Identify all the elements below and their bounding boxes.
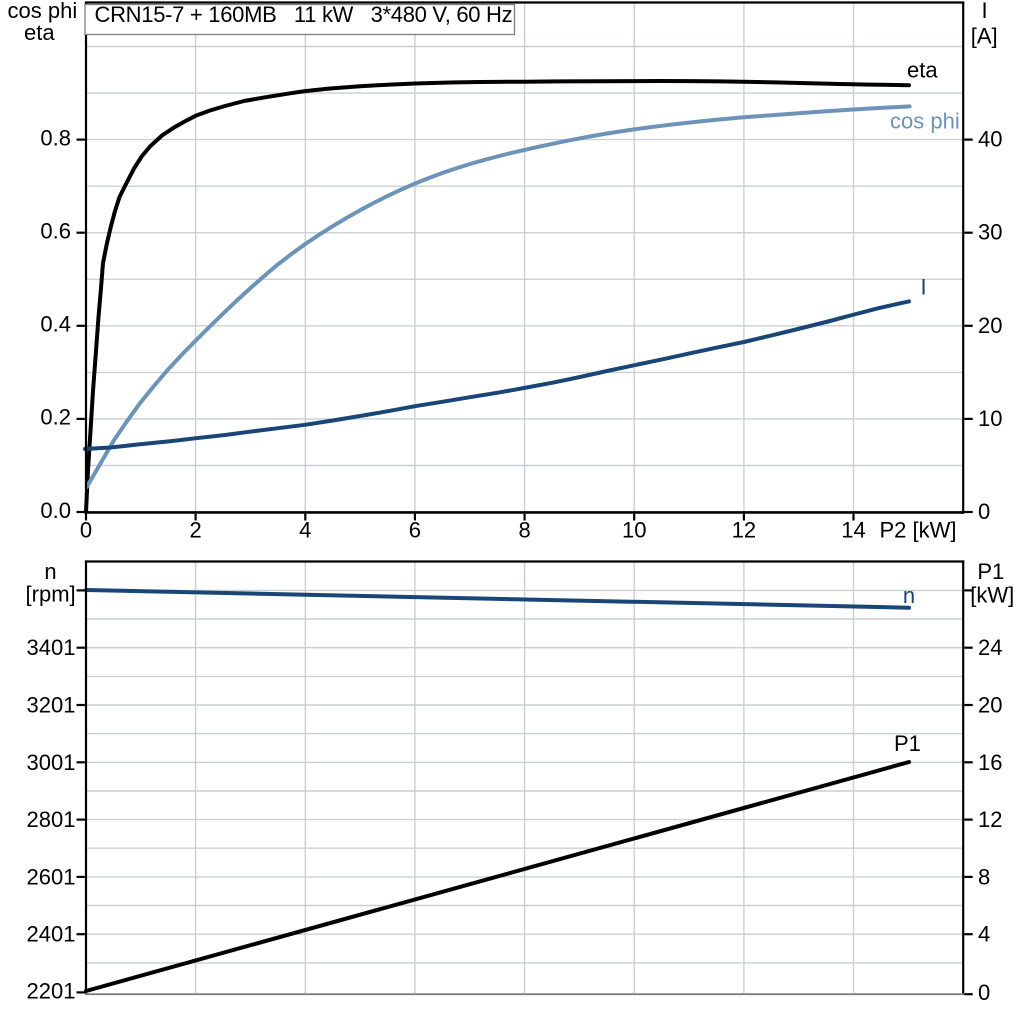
svg-text:16: 16 [978,750,1002,775]
svg-text:6: 6 [409,518,421,543]
svg-text:0.0: 0.0 [40,498,71,523]
svg-text:10: 10 [978,406,1002,431]
svg-text:3401: 3401 [27,635,76,660]
svg-text:2: 2 [189,518,201,543]
svg-text:n: n [44,559,56,584]
svg-text:40: 40 [978,127,1002,152]
svg-text:30: 30 [978,220,1002,245]
svg-text:8: 8 [978,864,990,889]
svg-text:[kW]: [kW] [970,582,1014,607]
svg-text:14: 14 [841,518,865,543]
svg-text:n: n [903,583,915,608]
svg-text:2401: 2401 [27,922,76,947]
svg-text:20: 20 [978,313,1002,338]
svg-text:[A]: [A] [971,23,998,48]
svg-text:0: 0 [978,980,990,1005]
svg-text:20: 20 [978,693,1002,718]
svg-text:cos phi: cos phi [890,109,960,134]
svg-text:0: 0 [978,499,990,524]
svg-text:[rpm]: [rpm] [26,581,76,606]
svg-text:2801: 2801 [27,807,76,832]
svg-text:0.6: 0.6 [40,219,71,244]
svg-text:2201: 2201 [27,978,76,1003]
svg-text:4: 4 [299,518,311,543]
svg-text:CRN15-7 + 160MB 11 kW 3*48: CRN15-7 + 160MB 11 kW 3*480 V, 60 Hz [95,2,513,27]
svg-text:0.8: 0.8 [40,125,71,150]
svg-text:P1: P1 [894,731,921,756]
svg-text:P2 [kW]: P2 [kW] [880,518,957,543]
svg-text:I: I [982,0,988,23]
svg-text:12: 12 [978,807,1002,832]
svg-text:10: 10 [622,518,646,543]
svg-text:0: 0 [80,518,92,543]
svg-text:8: 8 [518,518,530,543]
svg-text:I: I [920,275,926,300]
svg-text:4: 4 [978,922,990,947]
svg-text:0.4: 0.4 [40,312,71,337]
svg-text:0.2: 0.2 [40,405,71,430]
svg-text:3201: 3201 [27,693,76,718]
svg-text:12: 12 [732,518,756,543]
svg-text:eta: eta [24,20,55,45]
svg-text:24: 24 [978,635,1002,660]
svg-text:P1: P1 [977,559,1004,584]
svg-text:cos phi: cos phi [8,0,78,23]
svg-text:eta: eta [907,58,938,83]
svg-text:2601: 2601 [27,864,76,889]
svg-text:3001: 3001 [27,750,76,775]
